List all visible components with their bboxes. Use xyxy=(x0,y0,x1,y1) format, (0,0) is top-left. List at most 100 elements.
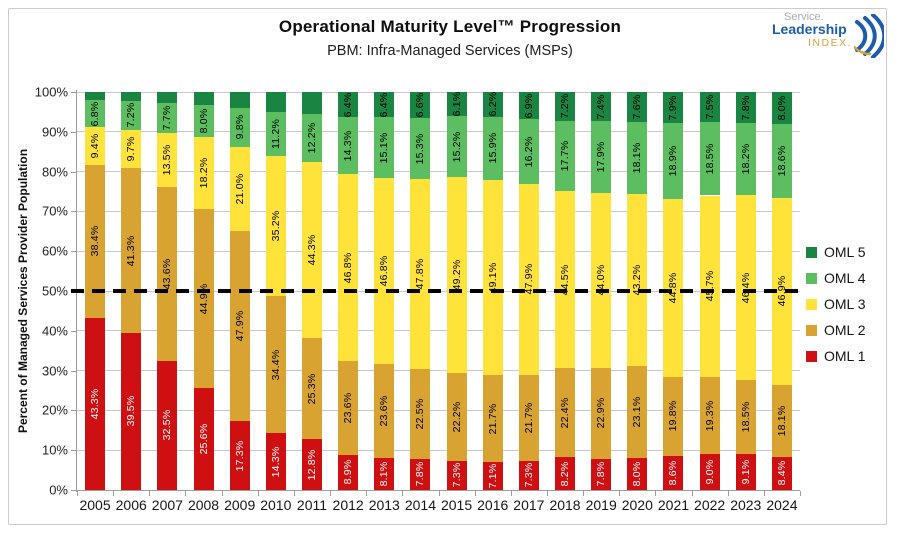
x-tick-mark xyxy=(546,491,548,496)
x-tick-mark xyxy=(691,491,693,496)
bar-group: 9.1% 18.5% 46.4% 18.2% 7.8% xyxy=(728,92,764,490)
bar-segment-oml-5 xyxy=(85,92,106,101)
y-tick-label: 100% xyxy=(34,84,68,100)
stacked-bar: 8.6% 19.8% 44.8% 18.9% 7.9% xyxy=(663,92,684,490)
y-tick-mark xyxy=(71,92,76,93)
segment-value-label: 7.3% xyxy=(450,463,463,488)
x-tick-label: 2010 xyxy=(260,497,292,513)
bar-segment-oml-2: 22.5% xyxy=(410,369,431,459)
y-tick-label: 30% xyxy=(41,363,68,379)
bar-segment-oml-1: 9.0% xyxy=(699,454,720,490)
segment-value-label: 25.3% xyxy=(305,373,318,405)
x-tick-mark xyxy=(149,491,151,496)
segment-value-label: 18.2% xyxy=(739,143,752,175)
segment-value-label: 16.2% xyxy=(522,136,535,168)
segment-value-label: 45.7% xyxy=(703,271,716,302)
bar-segment-oml-3: 44.5% xyxy=(555,191,575,369)
bar-segment-oml-4: 15.9% xyxy=(482,116,503,180)
y-tick-label: 50% xyxy=(41,283,68,299)
bar-segment-oml-1: 8.2% xyxy=(555,457,575,490)
segment-value-label: 7.2% xyxy=(559,93,571,119)
bar-segment-oml-5 xyxy=(229,92,250,108)
service-leadership-index-logo: Service. Leadership INDEX. xyxy=(772,11,884,59)
gridline xyxy=(77,131,800,133)
bar-segment-oml-5: 7.6% xyxy=(627,92,648,123)
bar-segment-oml-3: 13.5% xyxy=(157,133,178,188)
segment-value-label: 14.3% xyxy=(342,130,355,162)
bar-group: 8.2% 22.4% 44.5% 17.7% 7.2% xyxy=(547,92,583,490)
bar-segment-oml-2: 34.4% xyxy=(265,296,286,434)
segment-value-label: 44.8% xyxy=(667,272,680,304)
bar-segment-oml-3: 49.1% xyxy=(482,179,503,376)
bar-segment-oml-3: 35.2% xyxy=(265,156,286,297)
segment-value-label: 12.2% xyxy=(305,122,318,154)
x-tick-label: 2013 xyxy=(368,497,400,513)
gridline xyxy=(77,250,800,252)
bar-segment-oml-2: 23.6% xyxy=(374,363,395,458)
stacked-bar: 7.8% 22.5% 47.8% 15.3% 6.6% xyxy=(410,92,431,490)
bar-segment-oml-1: 17.3% xyxy=(229,421,250,490)
stacked-bar: 9.0% 19.3% 45.7% 18.5% 7.5% xyxy=(699,92,720,490)
segment-value-label: 14.3% xyxy=(269,446,282,477)
bar-segment-oml-5: 7.9% xyxy=(663,92,684,124)
x-tick-mark xyxy=(438,491,440,496)
bar-segment-oml-3: 46.8% xyxy=(338,174,359,361)
segment-value-label: 8.1% xyxy=(378,461,391,487)
bar-group: 43.3% 38.4% 9.4% 6.8% xyxy=(77,92,113,490)
stacked-bar: 7.1% 21.7% 49.1% 15.9% 6.2% xyxy=(482,92,503,490)
stacked-bar: 43.3% 38.4% 9.4% 6.8% xyxy=(85,92,106,490)
bar-group: 12.8% 25.3% 44.3% 12.2% xyxy=(294,92,330,490)
x-tick-mark xyxy=(619,491,621,496)
segment-value-label: 22.9% xyxy=(595,398,608,429)
x-tick-label: 2015 xyxy=(440,497,473,513)
bar-segment-oml-1: 8.0% xyxy=(627,458,648,490)
segment-value-label: 7.6% xyxy=(631,94,644,120)
bar-segment-oml-1: 8.4% xyxy=(771,456,792,490)
bar-segment-oml-2: 41.3% xyxy=(121,168,142,333)
bar-group: 7.8% 22.9% 44.0% 17.9% 7.4% xyxy=(583,92,619,490)
bar-segment-oml-2: 18.1% xyxy=(771,384,792,457)
bar-segment-oml-1: 7.8% xyxy=(591,458,612,490)
x-tick-mark xyxy=(221,491,223,496)
bar-segment-oml-4: 18.1% xyxy=(627,122,648,195)
segment-value-label: 17.3% xyxy=(233,440,246,471)
segment-value-label: 44.3% xyxy=(305,234,318,266)
bar-segment-oml-5: 7.8% xyxy=(735,92,756,124)
bar-segment-oml-5 xyxy=(193,92,214,106)
legend: OML 5 OML 4 OML 3 OML 2 OML 1 xyxy=(806,239,866,369)
plot-area: 43.3% 38.4% 9.4% 6.8% 39.5% 41.3% 9.7% 7.2% 32.5… xyxy=(71,91,800,491)
bar-group: 17.3% 47.9% 21.0% 9.8% xyxy=(222,92,258,490)
logo-text-leadership: Leadership xyxy=(772,21,847,37)
x-tick-label: 2008 xyxy=(187,497,220,513)
segment-value-label: 22.5% xyxy=(414,398,427,430)
bar-segment-oml-4: 7.7% xyxy=(157,102,178,134)
x-tick-mark xyxy=(293,491,295,496)
bar-segment-oml-5: 6.2% xyxy=(482,92,503,117)
gridline xyxy=(77,210,800,212)
gridline xyxy=(77,370,800,372)
x-tick-label: 2009 xyxy=(224,497,256,513)
bar-group: 7.3% 22.2% 49.2% 15.2% 6.1% xyxy=(439,92,475,490)
bar-segment-oml-3: 46.8% xyxy=(374,177,395,364)
bar-segment-oml-3: 47.8% xyxy=(410,179,431,370)
reference-line-50pct xyxy=(71,289,800,293)
segment-value-label: 7.2% xyxy=(125,103,138,128)
bar-segment-oml-1: 14.3% xyxy=(265,433,286,490)
gridline xyxy=(77,409,800,411)
stacked-bar: 7.3% 21.7% 47.9% 16.2% 6.9% xyxy=(518,92,539,490)
bar-segment-oml-5: 6.4% xyxy=(338,92,359,118)
bar-segment-oml-5 xyxy=(157,92,178,103)
segment-value-label: 18.9% xyxy=(667,145,680,177)
segment-value-label: 21.0% xyxy=(233,173,246,205)
segment-value-label: 39.5% xyxy=(125,396,138,427)
stacked-bar: 32.5% 43.6% 13.5% 7.7% xyxy=(157,92,178,490)
segment-value-label: 8.0% xyxy=(197,108,210,134)
segment-value-label: 8.4% xyxy=(775,460,788,486)
segment-value-label: 15.3% xyxy=(414,133,427,165)
bar-group: 25.6% 44.9% 18.2% 8.0% xyxy=(185,92,221,490)
bar-segment-oml-5: 6.6% xyxy=(410,92,431,119)
bar-segment-oml-1: 7.3% xyxy=(518,460,539,490)
segment-value-label: 18.6% xyxy=(775,145,788,177)
segment-value-label: 9.7% xyxy=(125,136,138,162)
y-tick-label: 60% xyxy=(41,243,68,259)
